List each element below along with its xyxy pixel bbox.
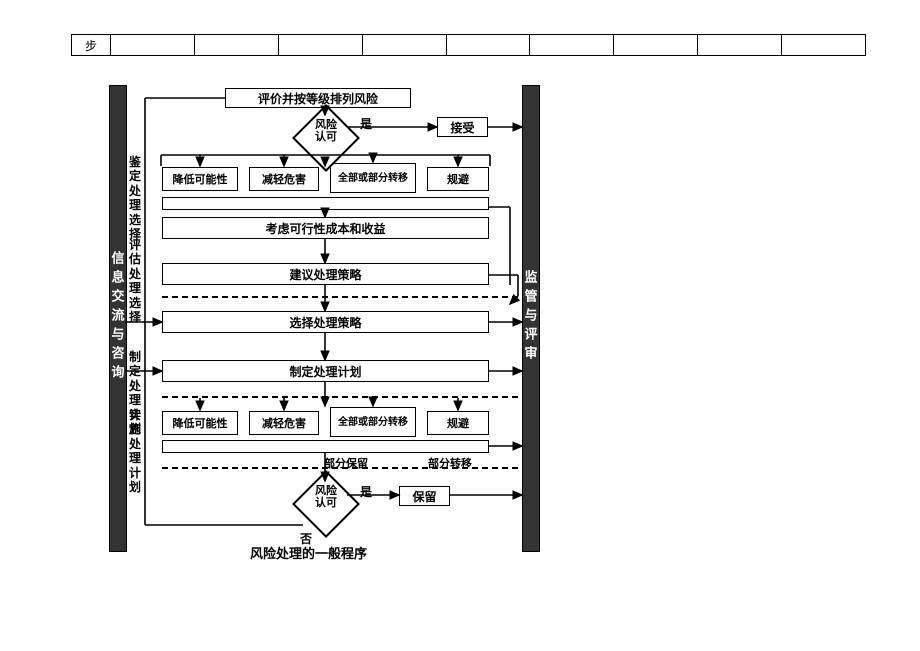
table-cell xyxy=(194,34,279,56)
phase-label: 鉴定处理选择 xyxy=(128,155,142,241)
flowchart-box: 全部或部分转移 xyxy=(330,407,416,437)
left-bar-label: 信息交流与咨询 xyxy=(107,85,127,550)
flowchart-stage: 步信息交流与咨询 监管与评审 鉴定处理选择评估处理选择制定处理计划实施处理计划 评价并… xyxy=(0,0,920,651)
table-cell xyxy=(110,34,195,56)
table-cell xyxy=(362,34,447,56)
table-cell xyxy=(613,34,698,56)
flowchart-box: 制定处理计划 xyxy=(162,360,489,382)
flowchart-box: 全部或部分转移 xyxy=(330,163,416,193)
flowchart-box: 规避 xyxy=(427,411,489,435)
edge-label: 是 xyxy=(360,115,372,132)
flowchart-box: 减轻危害 xyxy=(249,167,319,191)
decision-label: 风险认可 xyxy=(295,485,357,509)
edge-label: 部分保留 xyxy=(324,455,368,471)
phase-label: 实施处理计划 xyxy=(128,408,142,494)
figure-caption: 风险处理的一般程序 xyxy=(250,543,367,562)
flowchart-box xyxy=(162,440,489,453)
flowchart-box: 选择处理策略 xyxy=(162,311,489,333)
table-cell xyxy=(697,34,782,56)
flowchart-box: 评价并按等级排列风险 xyxy=(225,88,411,108)
flowchart-box: 接受 xyxy=(437,117,488,137)
table-cell xyxy=(529,34,614,56)
table-header-cell: 步 xyxy=(71,34,111,56)
flowchart-box: 降低可能性 xyxy=(162,411,238,435)
flowchart-box: 考虑可行性成本和收益 xyxy=(162,217,489,239)
flowchart-box: 建议处理策略 xyxy=(162,263,489,285)
right-bar-label: 监管与评审 xyxy=(520,85,540,550)
flowchart-box xyxy=(162,197,489,210)
phase-label: 评估处理选择 xyxy=(128,238,142,324)
flowchart-box: 降低可能性 xyxy=(162,167,238,191)
edge-label: 是 xyxy=(360,483,372,500)
edge-label: 部分转移 xyxy=(428,455,472,471)
table-cell xyxy=(781,34,866,56)
flowchart-box: 保留 xyxy=(399,486,450,506)
dashed-divider xyxy=(162,396,518,398)
flowchart-box: 规避 xyxy=(427,167,489,191)
table-cell xyxy=(446,34,531,56)
flowchart-box: 减轻危害 xyxy=(249,411,319,435)
decision-label: 风险认可 xyxy=(295,119,357,143)
dashed-divider xyxy=(162,296,518,298)
table-cell xyxy=(278,34,363,56)
